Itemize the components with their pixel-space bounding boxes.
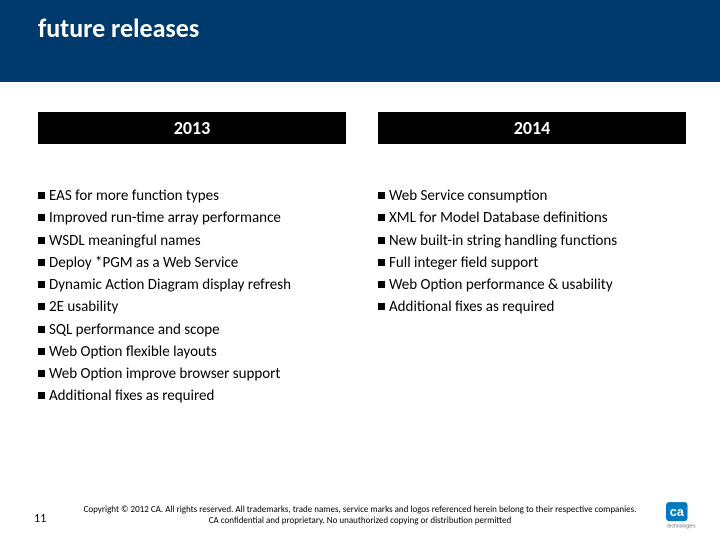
list-item-text: New built-in string handling functions xyxy=(389,231,617,251)
square-bullet-icon xyxy=(378,259,385,266)
year-heading-2013: 2013 xyxy=(38,112,346,144)
list-item: Dynamic Action Diagram display refresh xyxy=(38,275,358,295)
slide: future releases 2013 2014 EAS for more f… xyxy=(0,0,720,540)
list-item-text: Additional fixes as required xyxy=(389,297,554,317)
square-bullet-icon xyxy=(378,214,385,221)
list-item-text: Additional fixes as required xyxy=(49,386,214,406)
bullet-list-2014: Web Service consumptionXML for Model Dat… xyxy=(378,186,698,320)
list-item-text: Web Option flexible layouts xyxy=(49,342,217,362)
list-item-text: 2E usability xyxy=(49,297,118,317)
slide-title: future releases xyxy=(38,12,199,44)
list-item: 2E usability xyxy=(38,297,358,317)
list-item-text: XML for Model Database definitions xyxy=(389,208,608,228)
list-item-text: Web Option improve browser support xyxy=(49,364,280,384)
list-item: Web Option flexible layouts xyxy=(38,342,358,362)
list-item: Additional fixes as required xyxy=(378,297,698,317)
list-item: XML for Model Database definitions xyxy=(378,208,698,228)
square-bullet-icon xyxy=(38,326,45,333)
square-bullet-icon xyxy=(38,392,45,399)
square-bullet-icon xyxy=(378,237,385,244)
square-bullet-icon xyxy=(38,214,45,221)
list-item: Web Option improve browser support xyxy=(38,364,358,384)
list-item-text: WSDL meaningful names xyxy=(49,231,201,251)
list-item-text: Dynamic Action Diagram display refresh xyxy=(49,275,291,295)
square-bullet-icon xyxy=(38,281,45,288)
list-item-text: Full integer field support xyxy=(389,253,538,273)
square-bullet-icon xyxy=(38,237,45,244)
bullet-list-2013: EAS for more function typesImproved run-… xyxy=(38,186,358,409)
square-bullet-icon xyxy=(38,259,45,266)
list-item-text: SQL performance and scope xyxy=(49,320,220,340)
list-item-text: Deploy *PGM as a Web Service xyxy=(49,253,238,273)
list-item: EAS for more function types xyxy=(38,186,358,206)
list-item: WSDL meaningful names xyxy=(38,231,358,251)
square-bullet-icon xyxy=(38,370,45,377)
list-item: Additional fixes as required xyxy=(38,386,358,406)
list-item-text: Improved run-time array performance xyxy=(49,208,281,228)
page-number: 11 xyxy=(34,512,46,526)
square-bullet-icon xyxy=(38,303,45,310)
list-item: Improved run-time array performance xyxy=(38,208,358,228)
list-item-text: EAS for more function types xyxy=(49,186,219,206)
list-item: Deploy *PGM as a Web Service xyxy=(38,253,358,273)
svg-text:ca: ca xyxy=(670,505,685,519)
list-item: SQL performance and scope xyxy=(38,320,358,340)
year-heading-2014: 2014 xyxy=(378,112,686,144)
square-bullet-icon xyxy=(378,281,385,288)
copyright-text: Copyright © 2012 CA. All rights reserved… xyxy=(80,504,640,527)
svg-text:technologies: technologies xyxy=(667,523,696,529)
square-bullet-icon xyxy=(38,192,45,199)
list-item-text: Web Option performance & usability xyxy=(389,275,613,295)
square-bullet-icon xyxy=(378,192,385,199)
list-item-text: Web Service consumption xyxy=(389,186,547,206)
list-item: New built-in string handling functions xyxy=(378,231,698,251)
square-bullet-icon xyxy=(378,303,385,310)
ca-technologies-logo: ca technologies xyxy=(666,502,704,530)
list-item: Full integer field support xyxy=(378,253,698,273)
square-bullet-icon xyxy=(38,348,45,355)
list-item: Web Option performance & usability xyxy=(378,275,698,295)
list-item: Web Service consumption xyxy=(378,186,698,206)
